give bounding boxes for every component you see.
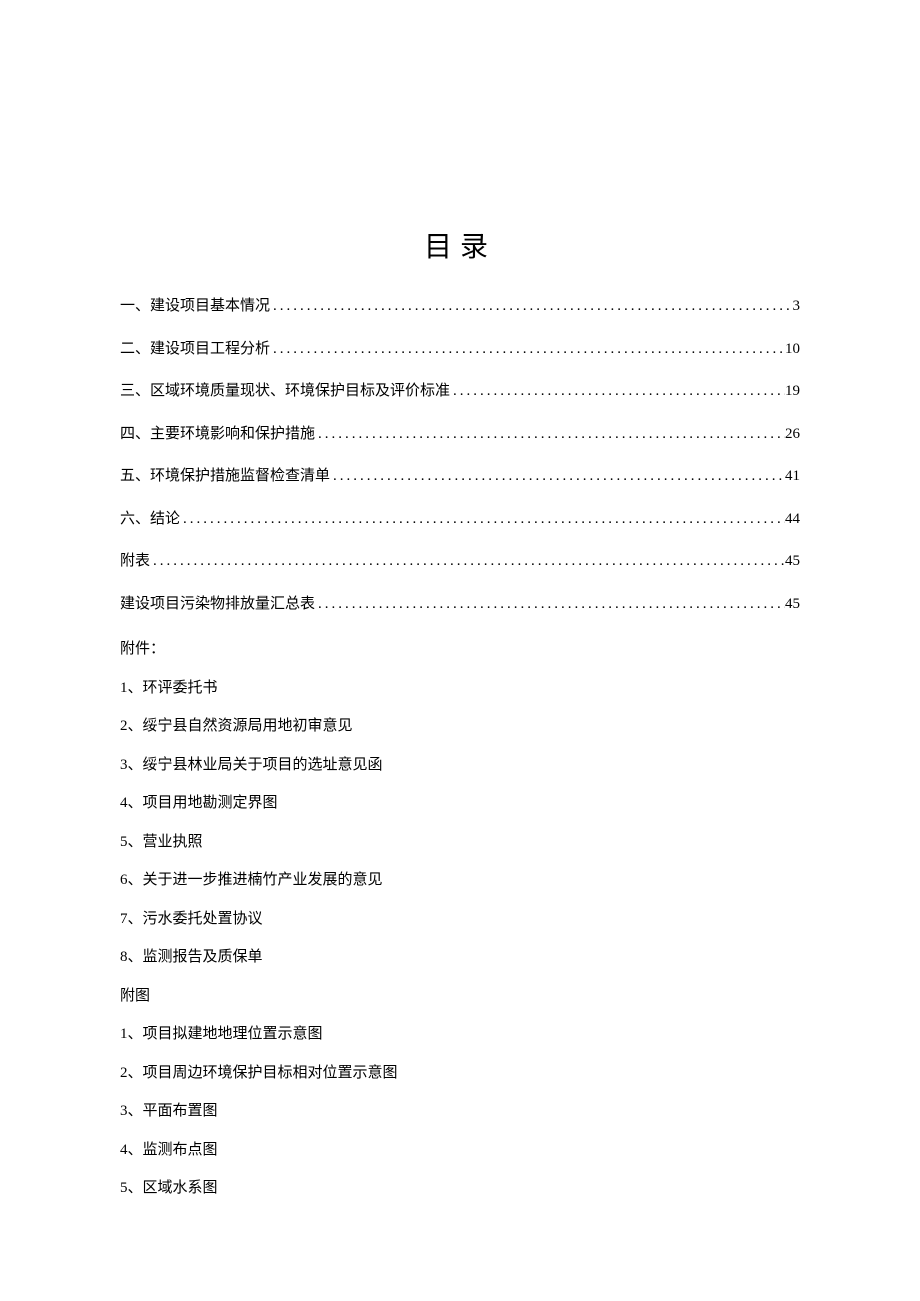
toc-entry-label: 建设项目污染物排放量汇总表 <box>120 593 315 616</box>
list-item: 4、项目用地勘测定界图 <box>120 789 800 818</box>
list-item: 3、绥宁县林业局关于项目的选址意见函 <box>120 751 800 780</box>
toc-entry-label: 二、建设项目工程分析 <box>120 338 270 361</box>
toc-entry: 二、建设项目工程分析..............................… <box>120 338 800 361</box>
table-of-contents: 一、建设项目基本情况..............................… <box>120 295 800 615</box>
list-item: 1、环评委托书 <box>120 674 800 703</box>
list-item: 8、监测报告及质保单 <box>120 943 800 972</box>
toc-dot-leader: ........................................… <box>150 550 785 573</box>
toc-dot-leader: ........................................… <box>270 295 792 318</box>
toc-dot-leader: ........................................… <box>450 380 785 403</box>
toc-dot-leader: ........................................… <box>330 465 785 488</box>
list-item: 6、关于进一步推进楠竹产业发展的意见 <box>120 866 800 895</box>
toc-dot-leader: ........................................… <box>315 593 785 616</box>
toc-entry: 建设项目污染物排放量汇总表...........................… <box>120 593 800 616</box>
toc-entry-label: 四、主要环境影响和保护措施 <box>120 423 315 446</box>
page-title: 目录 <box>120 225 800 265</box>
toc-entry-label: 三、区域环境质量现状、环境保护目标及评价标准 <box>120 380 450 403</box>
toc-entry-label: 一、建设项目基本情况 <box>120 295 270 318</box>
toc-entry-page: 26 <box>785 423 800 446</box>
toc-entry: 五、环境保护措施监督检查清单..........................… <box>120 465 800 488</box>
toc-entry: 六、结论....................................… <box>120 508 800 531</box>
appendix-figures-list: 1、项目拟建地地理位置示意图 2、项目周边环境保护目标相对位置示意图 3、平面布置图… <box>120 1020 800 1203</box>
appendix-files-header: 附件： <box>120 635 800 664</box>
list-item: 2、项目周边环境保护目标相对位置示意图 <box>120 1059 800 1088</box>
toc-entry: 附表......................................… <box>120 550 800 573</box>
list-item: 2、绥宁县自然资源局用地初审意见 <box>120 712 800 741</box>
list-item: 4、监测布点图 <box>120 1136 800 1165</box>
toc-entry-page: 10 <box>785 338 800 361</box>
toc-dot-leader: ........................................… <box>180 508 785 531</box>
toc-entry-label: 附表 <box>120 550 150 573</box>
toc-entry: 一、建设项目基本情况..............................… <box>120 295 800 318</box>
toc-entry: 三、区域环境质量现状、环境保护目标及评价标准..................… <box>120 380 800 403</box>
toc-entry-page: 45 <box>785 550 800 573</box>
list-item: 5、区域水系图 <box>120 1174 800 1203</box>
toc-dot-leader: ........................................… <box>270 338 785 361</box>
toc-entry-page: 19 <box>785 380 800 403</box>
toc-entry-page: 45 <box>785 593 800 616</box>
page-content: 目录 一、建设项目基本情况...........................… <box>0 0 920 1203</box>
toc-entry-page: 44 <box>785 508 800 531</box>
list-item: 3、平面布置图 <box>120 1097 800 1126</box>
toc-dot-leader: ........................................… <box>315 423 785 446</box>
appendix-files-list: 1、环评委托书 2、绥宁县自然资源局用地初审意见 3、绥宁县林业局关于项目的选址意见… <box>120 674 800 972</box>
toc-entry: 四、主要环境影响和保护措施...........................… <box>120 423 800 446</box>
appendix-figures-header: 附图 <box>120 982 800 1011</box>
toc-entry-page: 3 <box>793 295 801 318</box>
toc-entry-page: 41 <box>785 465 800 488</box>
toc-entry-label: 五、环境保护措施监督检查清单 <box>120 465 330 488</box>
list-item: 1、项目拟建地地理位置示意图 <box>120 1020 800 1049</box>
toc-entry-label: 六、结论 <box>120 508 180 531</box>
list-item: 5、营业执照 <box>120 828 800 857</box>
list-item: 7、污水委托处置协议 <box>120 905 800 934</box>
